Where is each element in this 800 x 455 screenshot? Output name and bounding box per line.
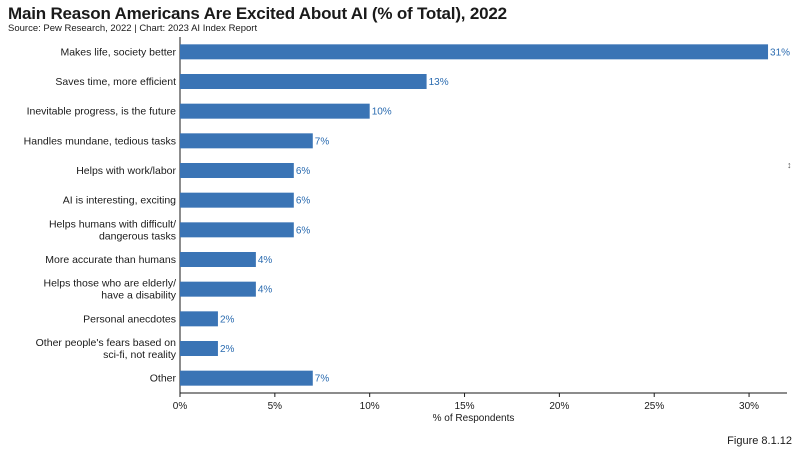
bar	[180, 163, 294, 178]
category-label: Helps humans with difficult/	[49, 218, 176, 230]
category-label: More accurate than humans	[45, 254, 176, 266]
x-axis-title: % of Respondents	[433, 413, 515, 424]
chart-source: Source: Pew Research, 2022 | Chart: 2023…	[8, 23, 258, 34]
bar	[180, 281, 256, 297]
x-tick-label: 20%	[549, 401, 569, 412]
value-label: 6%	[296, 196, 311, 207]
value-label: 31%	[770, 47, 790, 58]
bar	[180, 44, 769, 60]
x-tick-label: 5%	[268, 401, 283, 412]
category-label: Makes life, society better	[60, 46, 176, 58]
bar	[180, 370, 313, 386]
x-tick-label: 30%	[739, 401, 759, 412]
bar	[180, 341, 218, 356]
category-label: sci-fi, not reality	[103, 349, 177, 361]
bar	[180, 311, 218, 327]
chart-title: Main Reason Americans Are Excited About …	[8, 4, 507, 23]
value-label: 6%	[296, 166, 311, 177]
x-tick-label: 10%	[360, 401, 380, 412]
x-tick-label: 15%	[455, 401, 475, 412]
value-label: 7%	[315, 136, 330, 147]
category-label: have a disability	[101, 290, 176, 302]
category-label: AI is interesting, exciting	[63, 195, 176, 207]
category-label: Saves time, more efficient	[55, 76, 176, 88]
resize-cursor-icon: ↕	[787, 160, 792, 170]
figure-label: Figure 8.1.12	[727, 435, 792, 447]
value-label: 13%	[429, 77, 449, 88]
x-tick-label: 25%	[644, 401, 664, 412]
value-label: 10%	[372, 107, 392, 118]
value-label: 7%	[315, 374, 330, 385]
category-label: Other	[150, 373, 177, 385]
category-label: Other people's fears based on	[36, 337, 177, 349]
bar	[180, 222, 294, 238]
category-label: dangerous tasks	[99, 230, 176, 242]
category-label: Helps those who are elderly/	[44, 278, 177, 290]
bar	[180, 103, 370, 119]
bar	[180, 74, 427, 89]
bar	[180, 133, 313, 149]
value-label: 2%	[220, 314, 235, 325]
bar	[180, 252, 256, 267]
value-label: 4%	[258, 255, 273, 266]
category-label: Handles mundane, tedious tasks	[24, 135, 176, 147]
bar	[180, 192, 294, 208]
x-tick-label: 0%	[173, 401, 188, 412]
value-label: 2%	[220, 344, 235, 355]
category-label: Personal anecdotes	[83, 313, 176, 325]
category-label: Helps with work/labor	[76, 165, 176, 177]
value-label: 6%	[296, 225, 311, 236]
value-label: 4%	[258, 285, 273, 296]
category-label: Inevitable progress, is the future	[27, 106, 177, 118]
